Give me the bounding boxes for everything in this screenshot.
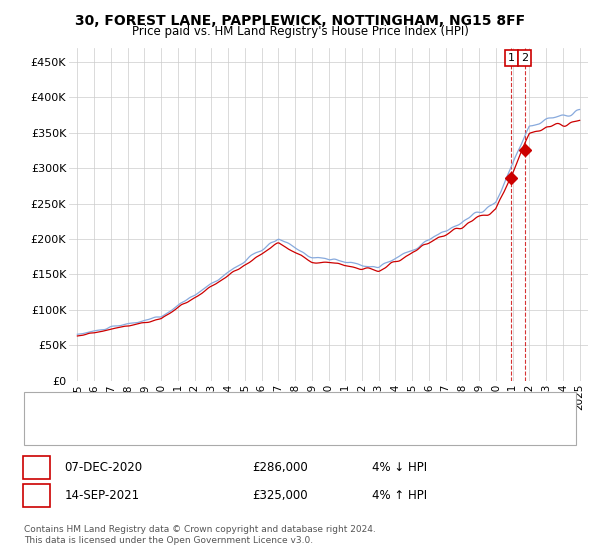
Text: £286,000: £286,000 — [252, 461, 308, 474]
Text: 1: 1 — [508, 53, 515, 63]
Text: HPI: Average price, detached house, Gedling: HPI: Average price, detached house, Gedl… — [75, 425, 308, 435]
Text: 1: 1 — [33, 461, 40, 474]
Text: Price paid vs. HM Land Registry's House Price Index (HPI): Price paid vs. HM Land Registry's House … — [131, 25, 469, 38]
Text: 2: 2 — [521, 53, 528, 63]
Text: £325,000: £325,000 — [252, 489, 308, 502]
Text: 4% ↓ HPI: 4% ↓ HPI — [372, 461, 427, 474]
Text: 07-DEC-2020: 07-DEC-2020 — [64, 461, 142, 474]
Text: Contains HM Land Registry data © Crown copyright and database right 2024.
This d: Contains HM Land Registry data © Crown c… — [24, 525, 376, 545]
Text: 30, FOREST LANE, PAPPLEWICK, NOTTINGHAM, NG15 8FF (detached house): 30, FOREST LANE, PAPPLEWICK, NOTTINGHAM,… — [75, 402, 467, 412]
Text: 2: 2 — [33, 489, 40, 502]
Text: 4% ↑ HPI: 4% ↑ HPI — [372, 489, 427, 502]
Text: 14-SEP-2021: 14-SEP-2021 — [64, 489, 139, 502]
Text: 30, FOREST LANE, PAPPLEWICK, NOTTINGHAM, NG15 8FF: 30, FOREST LANE, PAPPLEWICK, NOTTINGHAM,… — [75, 14, 525, 28]
